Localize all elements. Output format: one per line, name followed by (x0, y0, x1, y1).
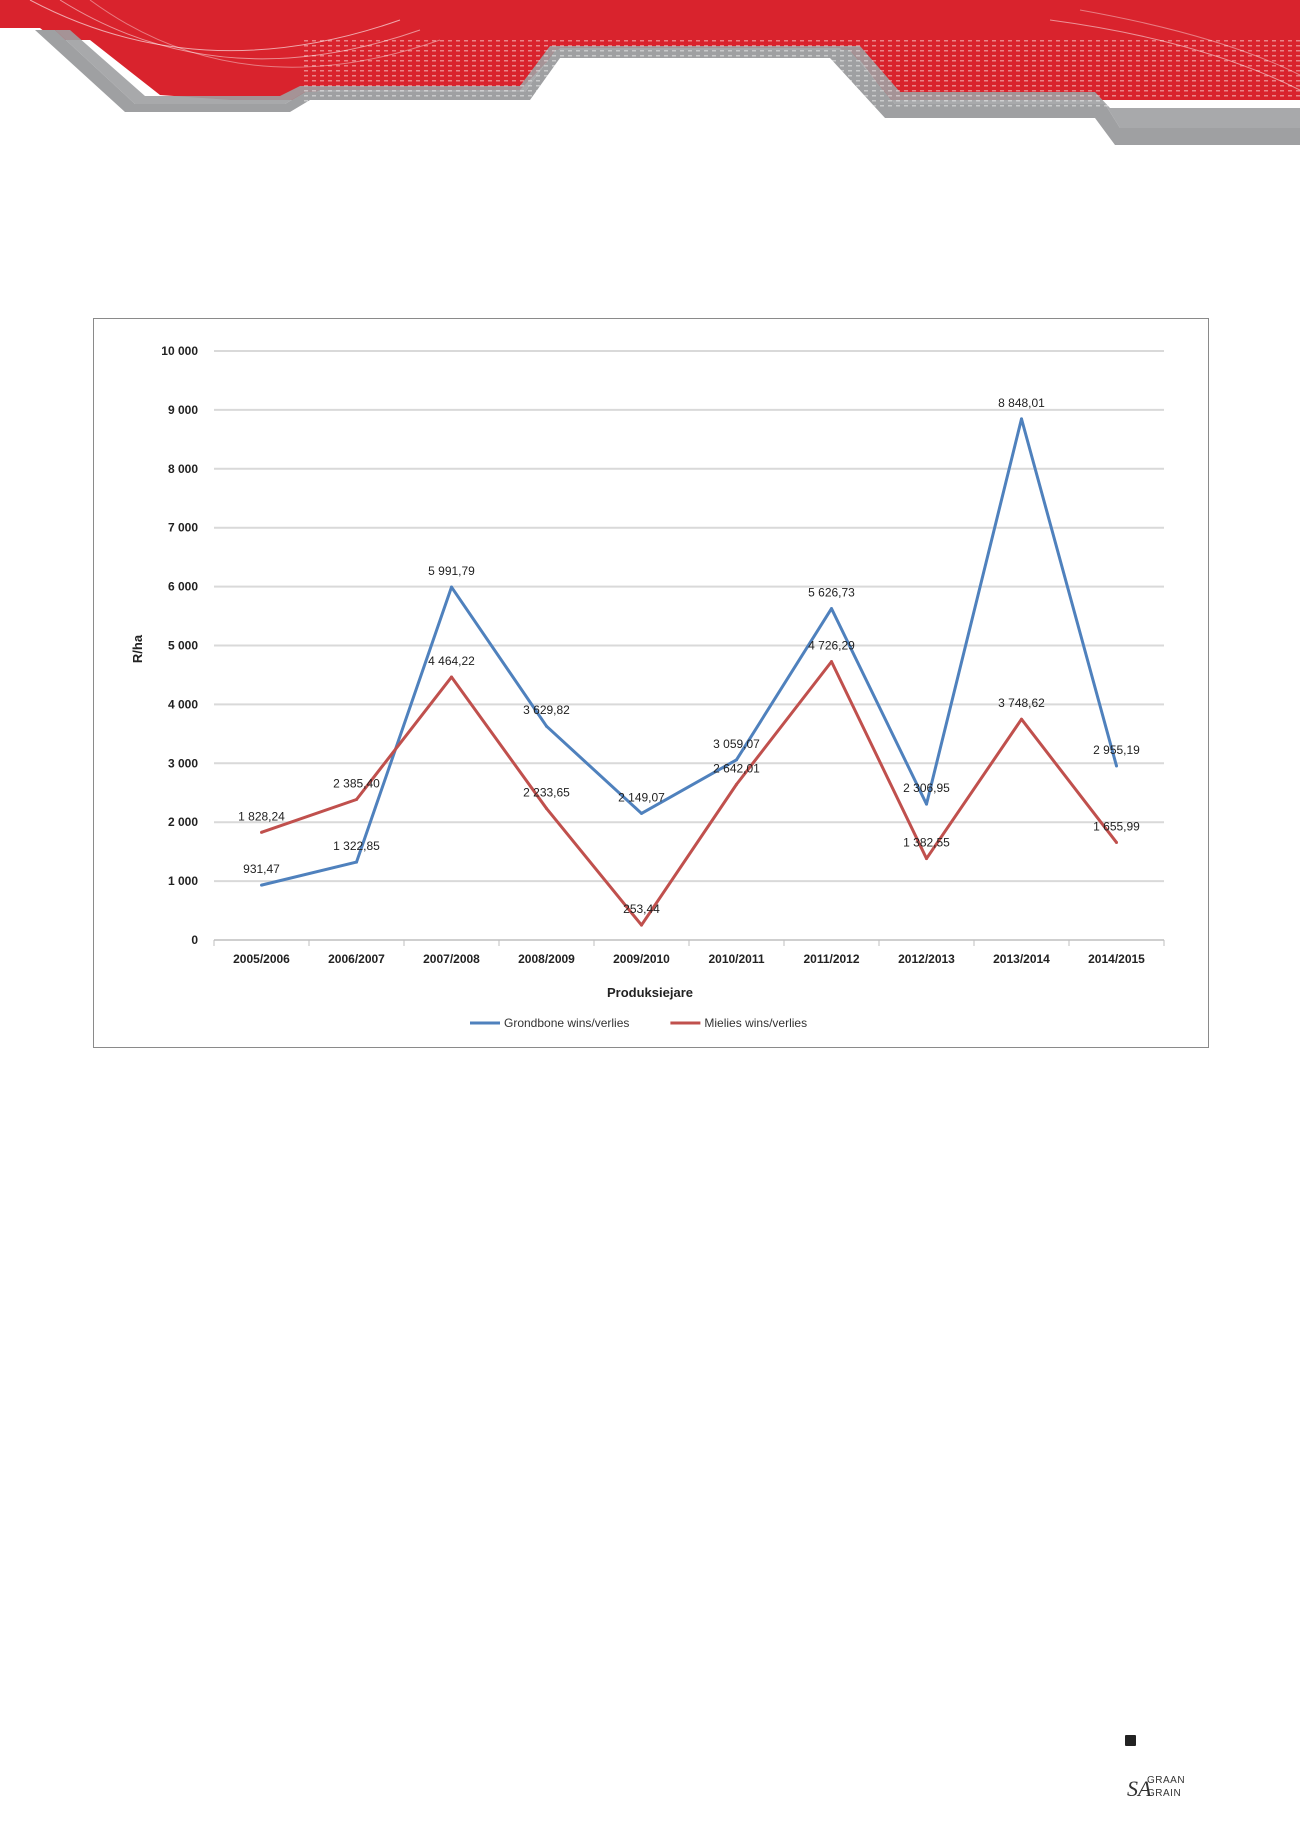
series-line-mielies (261, 660, 1118, 927)
y-axis-title: R/ha (130, 634, 145, 663)
series-lines (260, 417, 1118, 927)
gridlines (214, 350, 1164, 883)
data-label: 3 059,07 (713, 737, 760, 751)
y-tick-label: 5 000 (168, 639, 198, 653)
x-tick-label: 2011/2012 (803, 952, 859, 966)
y-tick-label: 3 000 (168, 756, 198, 770)
legend-entry: Grondbone wins/verlies (504, 1016, 629, 1030)
data-point (640, 923, 643, 927)
y-tick-label: 7 000 (168, 521, 198, 535)
data-point (1020, 417, 1023, 421)
data-point (355, 797, 358, 801)
data-label: 3 629,82 (523, 703, 570, 717)
header-decorative-band (0, 0, 1300, 150)
x-tick-label: 2010/2011 (708, 952, 764, 966)
data-label: 2 385,40 (333, 776, 380, 790)
data-label: 1 828,24 (238, 809, 285, 823)
data-label: 4 726,29 (808, 639, 855, 653)
data-labels: 931,47 1 322,85 5 991,79 3 629,82 2 149,07 3 … (238, 396, 1140, 916)
chart-frame: 0 1 000 2 000 3 000 4 000 5 000 6 000 7 000 8 00… (93, 318, 1209, 1048)
x-tick-label: 2014/2015 (1088, 952, 1145, 966)
data-label: 1 322,85 (333, 839, 380, 853)
data-point (545, 724, 548, 728)
series-line-grondbone (261, 417, 1118, 887)
data-label: 8 848,01 (998, 396, 1045, 410)
data-label: 2 306,95 (903, 781, 950, 795)
y-tick-label: 1 000 (168, 874, 198, 888)
y-tick-label: 9 000 (168, 403, 198, 417)
line-chart: 0 1 000 2 000 3 000 4 000 5 000 6 000 7 000 8 00… (130, 344, 1165, 1030)
data-label: 931,47 (243, 862, 280, 876)
data-point (830, 607, 833, 611)
y-tick-label: 6 000 (168, 580, 198, 594)
data-label: 4 464,22 (428, 654, 475, 668)
x-tick-label: 2009/2010 (613, 952, 670, 966)
legend-entry: Mielies wins/verlies (704, 1016, 807, 1030)
logo-grain-text: GRAIN (1147, 1788, 1182, 1799)
data-point (640, 811, 643, 815)
data-label: 5 626,73 (808, 586, 855, 600)
y-tick-label: 4 000 (168, 697, 198, 711)
data-point (260, 830, 263, 834)
y-tick-label: 10 000 (161, 344, 198, 358)
data-point (450, 585, 453, 589)
y-tick-label: 8 000 (168, 462, 198, 476)
data-label: 253,44 (623, 902, 660, 916)
data-point (925, 802, 928, 806)
x-tick-label: 2007/2008 (423, 952, 480, 966)
data-point (735, 782, 738, 786)
y-tick-label: 2 000 (168, 815, 198, 829)
y-tick-label: 0 (191, 933, 198, 947)
logo-sa-text: SA (1127, 1776, 1152, 1801)
data-point (830, 660, 833, 664)
x-tick-label: 2006/2007 (328, 952, 385, 966)
data-point (1115, 764, 1118, 768)
data-point (735, 758, 738, 762)
data-point (545, 806, 548, 810)
logo-graan-text: GRAAN (1147, 1775, 1186, 1786)
x-tick-label: 2012/2013 (898, 952, 955, 966)
data-label: 1 655,99 (1093, 819, 1140, 833)
x-tick-label: 2008/2009 (518, 952, 575, 966)
data-label: 2 233,65 (523, 785, 570, 799)
axes: 0 1 000 2 000 3 000 4 000 5 000 6 000 7 000 8 00… (161, 344, 1165, 966)
data-label: 3 748,62 (998, 696, 1045, 710)
x-tick-label: 2013/2014 (993, 952, 1050, 966)
bullet-square-icon (1125, 1735, 1136, 1746)
data-label: 2 642,01 (713, 761, 760, 775)
data-point (355, 860, 358, 864)
data-label: 2 149,07 (618, 790, 665, 804)
x-tick-label: 2005/2006 (233, 952, 290, 966)
data-point (1115, 840, 1118, 844)
sa-grain-logo: SA GRAAN GRAIN (1125, 1772, 1185, 1802)
data-point (450, 675, 453, 679)
legend: Grondbone wins/verlies Mielies wins/verli… (470, 1016, 807, 1030)
data-label: 2 955,19 (1093, 743, 1140, 757)
data-point (1020, 717, 1023, 721)
data-point (925, 857, 928, 861)
data-point (260, 883, 263, 887)
data-label: 5 991,79 (428, 564, 475, 578)
data-label: 1 382,55 (903, 836, 950, 850)
x-axis-title: Produksiejare (607, 985, 693, 1000)
